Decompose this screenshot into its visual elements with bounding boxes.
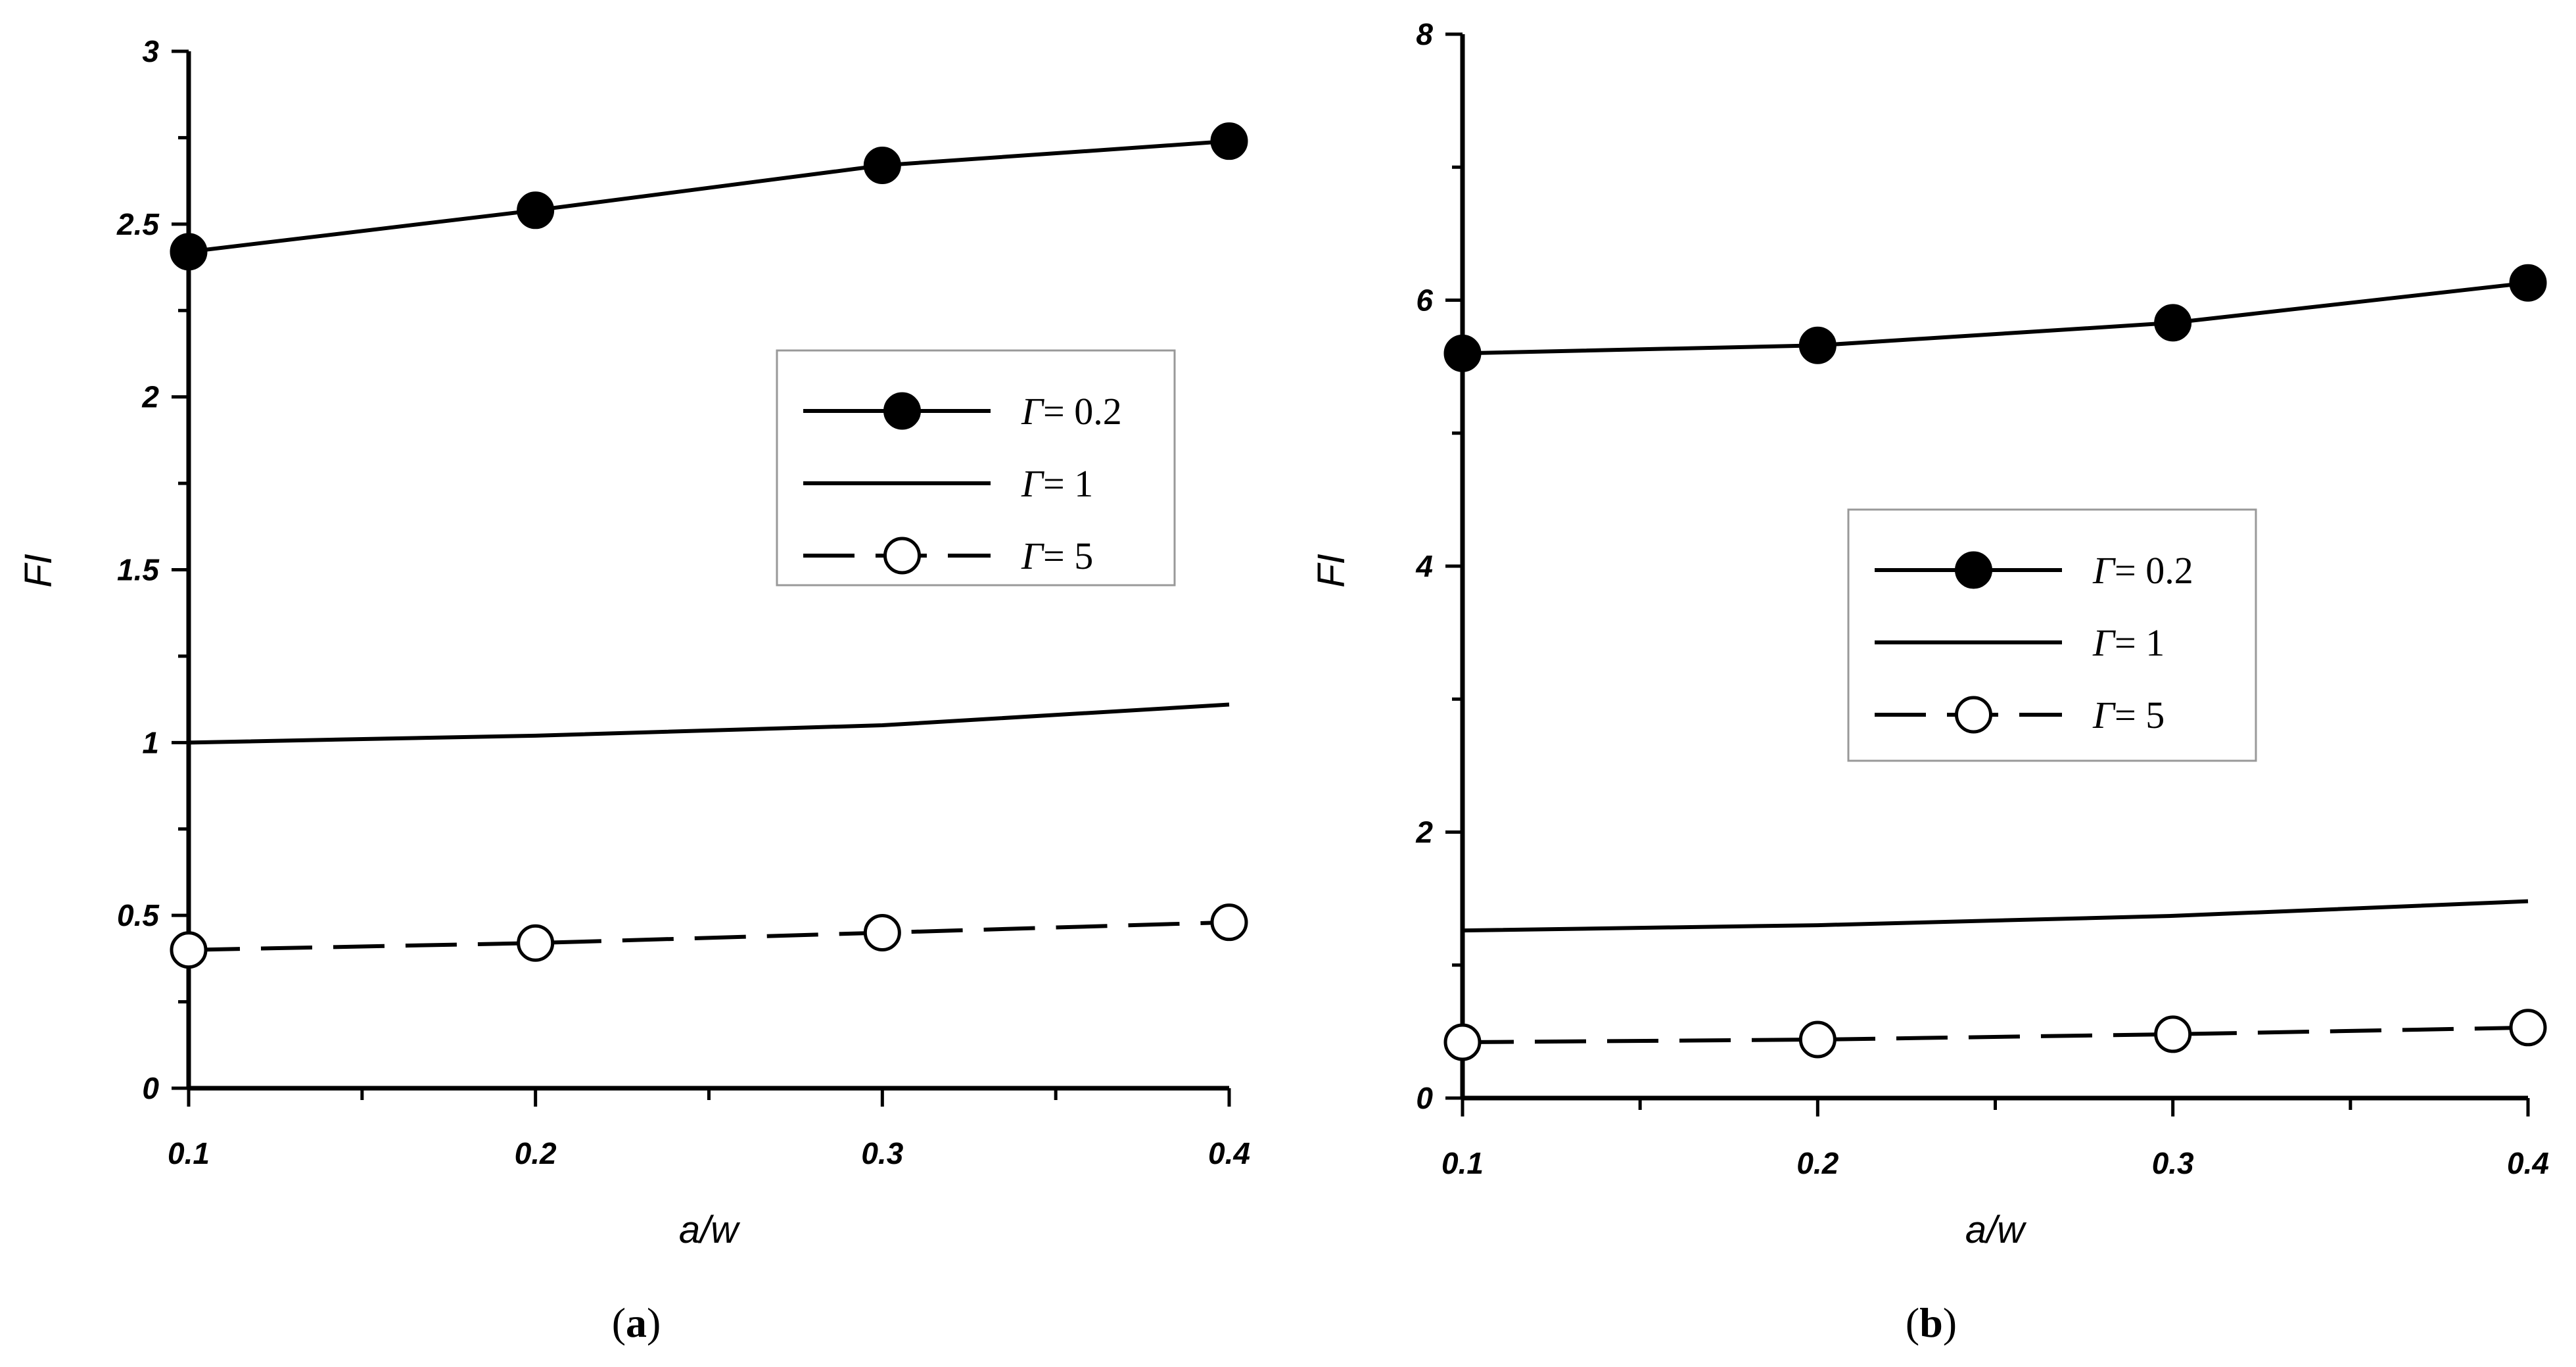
data-point — [1798, 326, 1837, 364]
legend-label-value: = 5 — [2115, 694, 2165, 736]
legend-label-symbol: Γ — [1021, 462, 1044, 505]
x-axis-title: a/w — [1965, 1209, 2026, 1251]
legend-label-symbol: Γ — [2092, 694, 2116, 736]
data-point — [2154, 1015, 2192, 1053]
y-tick-label: 1 — [142, 725, 159, 759]
panel-label-open-paren: ( — [1906, 1299, 1919, 1346]
panel-label-open-paren: ( — [612, 1299, 626, 1346]
x-tick-label: 0.1 — [1441, 1146, 1484, 1180]
legend-marker — [883, 392, 921, 430]
y-axis-title: FI — [17, 554, 60, 588]
x-axis-title: a/w — [679, 1209, 740, 1251]
data-point — [863, 913, 901, 951]
legend-label: Γ= 0.2 — [2092, 549, 2193, 592]
legend-box — [1847, 508, 2257, 762]
legend-marker — [1955, 551, 1992, 589]
y-tick-label: 4 — [1415, 549, 1433, 583]
series-line-3 — [1462, 1025, 2529, 1045]
panel-label-close-paren: ) — [1943, 1299, 1957, 1346]
data-point — [1443, 1023, 1482, 1061]
y-tick-label: 2 — [141, 380, 159, 414]
legend-label-symbol: Γ — [1021, 535, 1044, 577]
data-point — [170, 931, 208, 969]
legend-label-value: = 0.2 — [2115, 549, 2193, 592]
legend: Γ= 0.2Γ= 1Γ= 5 — [1847, 508, 2257, 762]
x-tick-label: 0.1 — [168, 1136, 210, 1170]
panel-label-letter: a — [626, 1299, 647, 1346]
legend-marker — [883, 537, 921, 575]
y-axis-title: FI — [1310, 554, 1353, 588]
y-tick-label: 2 — [1415, 815, 1433, 850]
legend-label-value: = 0.2 — [1043, 390, 1122, 433]
y-tick-label: 0 — [142, 1071, 159, 1105]
data-point — [1443, 334, 1482, 372]
legend-marker — [1955, 696, 1992, 734]
legend-label-symbol: Γ — [1021, 390, 1044, 433]
panel-label: (b) — [1906, 1299, 1957, 1346]
legend-label: Γ= 5 — [2092, 694, 2165, 736]
panel-label: (a) — [612, 1299, 661, 1346]
y-tick-label: 3 — [142, 34, 159, 68]
legend-label: Γ= 1 — [2092, 621, 2165, 664]
x-tick-label: 0.2 — [515, 1136, 557, 1170]
x-tick-label: 0.3 — [2152, 1146, 2194, 1180]
x-tick-label: 0.4 — [1208, 1136, 1250, 1170]
data-point — [517, 191, 555, 229]
data-point — [2154, 304, 2192, 342]
data-point — [2509, 1009, 2547, 1047]
series-line-1 — [188, 139, 1230, 254]
series-line-3 — [188, 920, 1230, 952]
y-tick-label: 6 — [1416, 283, 1433, 318]
y-tick-label: 0.5 — [117, 898, 160, 932]
legend-label-value: = 1 — [2115, 621, 2165, 664]
legend-label-symbol: Γ — [2092, 621, 2116, 664]
series-line-2 — [188, 702, 1230, 745]
legend-label: Γ= 5 — [1021, 535, 1093, 577]
data-point — [517, 924, 555, 962]
series-line-1 — [1462, 281, 2529, 356]
data-point — [2509, 264, 2547, 302]
data-point — [170, 233, 208, 271]
y-tick-label: 1.5 — [117, 553, 160, 587]
legend-label: Γ= 0.2 — [1021, 390, 1122, 433]
y-tick-label: 2.5 — [116, 207, 160, 241]
y-tick-label: 0 — [1416, 1081, 1433, 1115]
legend-label: Γ= 1 — [1021, 462, 1093, 505]
x-tick-label: 0.2 — [1796, 1146, 1838, 1180]
panel-label-letter: b — [1919, 1299, 1943, 1346]
x-tick-label: 0.4 — [2507, 1146, 2549, 1180]
legend-label-symbol: Γ — [2092, 549, 2116, 592]
legend-label-value: = 1 — [1043, 462, 1093, 505]
panel-label-close-paren: ) — [647, 1299, 661, 1346]
data-point — [1210, 903, 1248, 942]
legend-box — [776, 349, 1176, 587]
y-tick-label: 8 — [1416, 17, 1433, 51]
x-tick-label: 0.3 — [861, 1136, 903, 1170]
legend-label-value: = 5 — [1043, 535, 1093, 577]
data-point — [863, 146, 901, 184]
series-line-2 — [1462, 899, 2529, 933]
data-point — [1210, 122, 1248, 160]
legend: Γ= 0.2Γ= 1Γ= 5 — [776, 349, 1176, 587]
data-point — [1798, 1020, 1837, 1059]
